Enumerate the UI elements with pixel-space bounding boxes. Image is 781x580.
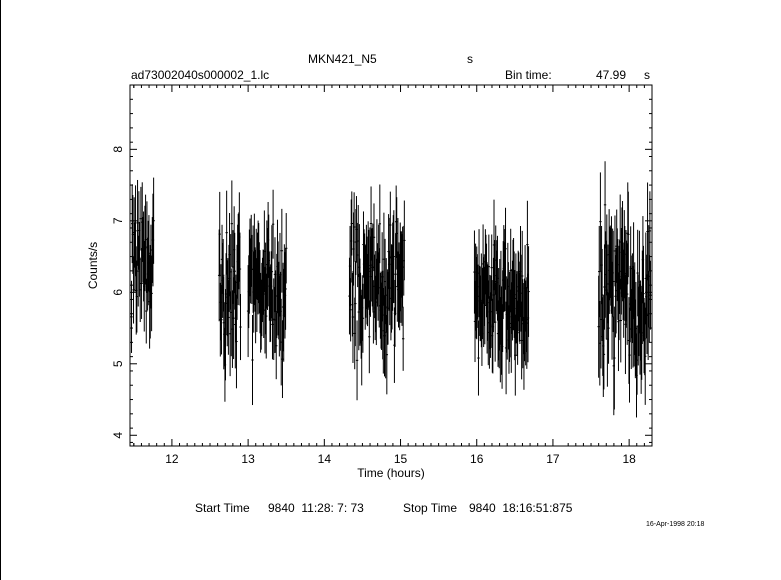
bin-time-unit: s xyxy=(644,68,650,82)
file-name-label: ad73002040s000002_1.lc xyxy=(131,68,270,82)
chart-title: MKN421_N5 xyxy=(308,52,377,66)
start-time-label: Start Time xyxy=(195,501,250,515)
x-tick-label: 14 xyxy=(318,452,332,466)
x-tick-label: 12 xyxy=(165,452,179,466)
bin-time-value: 47.99 xyxy=(596,68,627,82)
x-tick-label: 13 xyxy=(241,452,255,466)
render-timestamp: 16-Apr-1998 20:18 xyxy=(646,521,705,528)
window-left-border xyxy=(0,0,1,580)
y-tick-label: 6 xyxy=(111,289,125,296)
x-tick-label: 15 xyxy=(394,452,408,466)
y-tick-label: 8 xyxy=(111,146,125,153)
data-layer xyxy=(130,161,652,418)
x-axis-title: Time (hours) xyxy=(357,466,425,480)
x-tick-label: 17 xyxy=(546,452,560,466)
y-tick-label: 4 xyxy=(111,432,125,439)
stop-time-label: Stop Time xyxy=(403,501,458,515)
y-tick-label: 7 xyxy=(111,217,125,224)
title-unit: s xyxy=(467,52,473,66)
stop-time-value: 9840 18:16:51:875 xyxy=(469,501,573,515)
x-tick-label: 18 xyxy=(622,452,636,466)
bin-time-label: Bin time: xyxy=(505,68,552,82)
y-axis-title: Counts/s xyxy=(86,242,100,289)
start-time-value: 9840 11:28: 7: 73 xyxy=(268,501,364,515)
axis-layer: 12 13 14 15 16 17 18 4 5 6 7 8 Time (hours) Counts/s xyxy=(86,84,653,480)
x-tick-label: 16 xyxy=(470,452,484,466)
plot-frame xyxy=(129,84,653,447)
y-tick-label: 5 xyxy=(111,360,125,367)
